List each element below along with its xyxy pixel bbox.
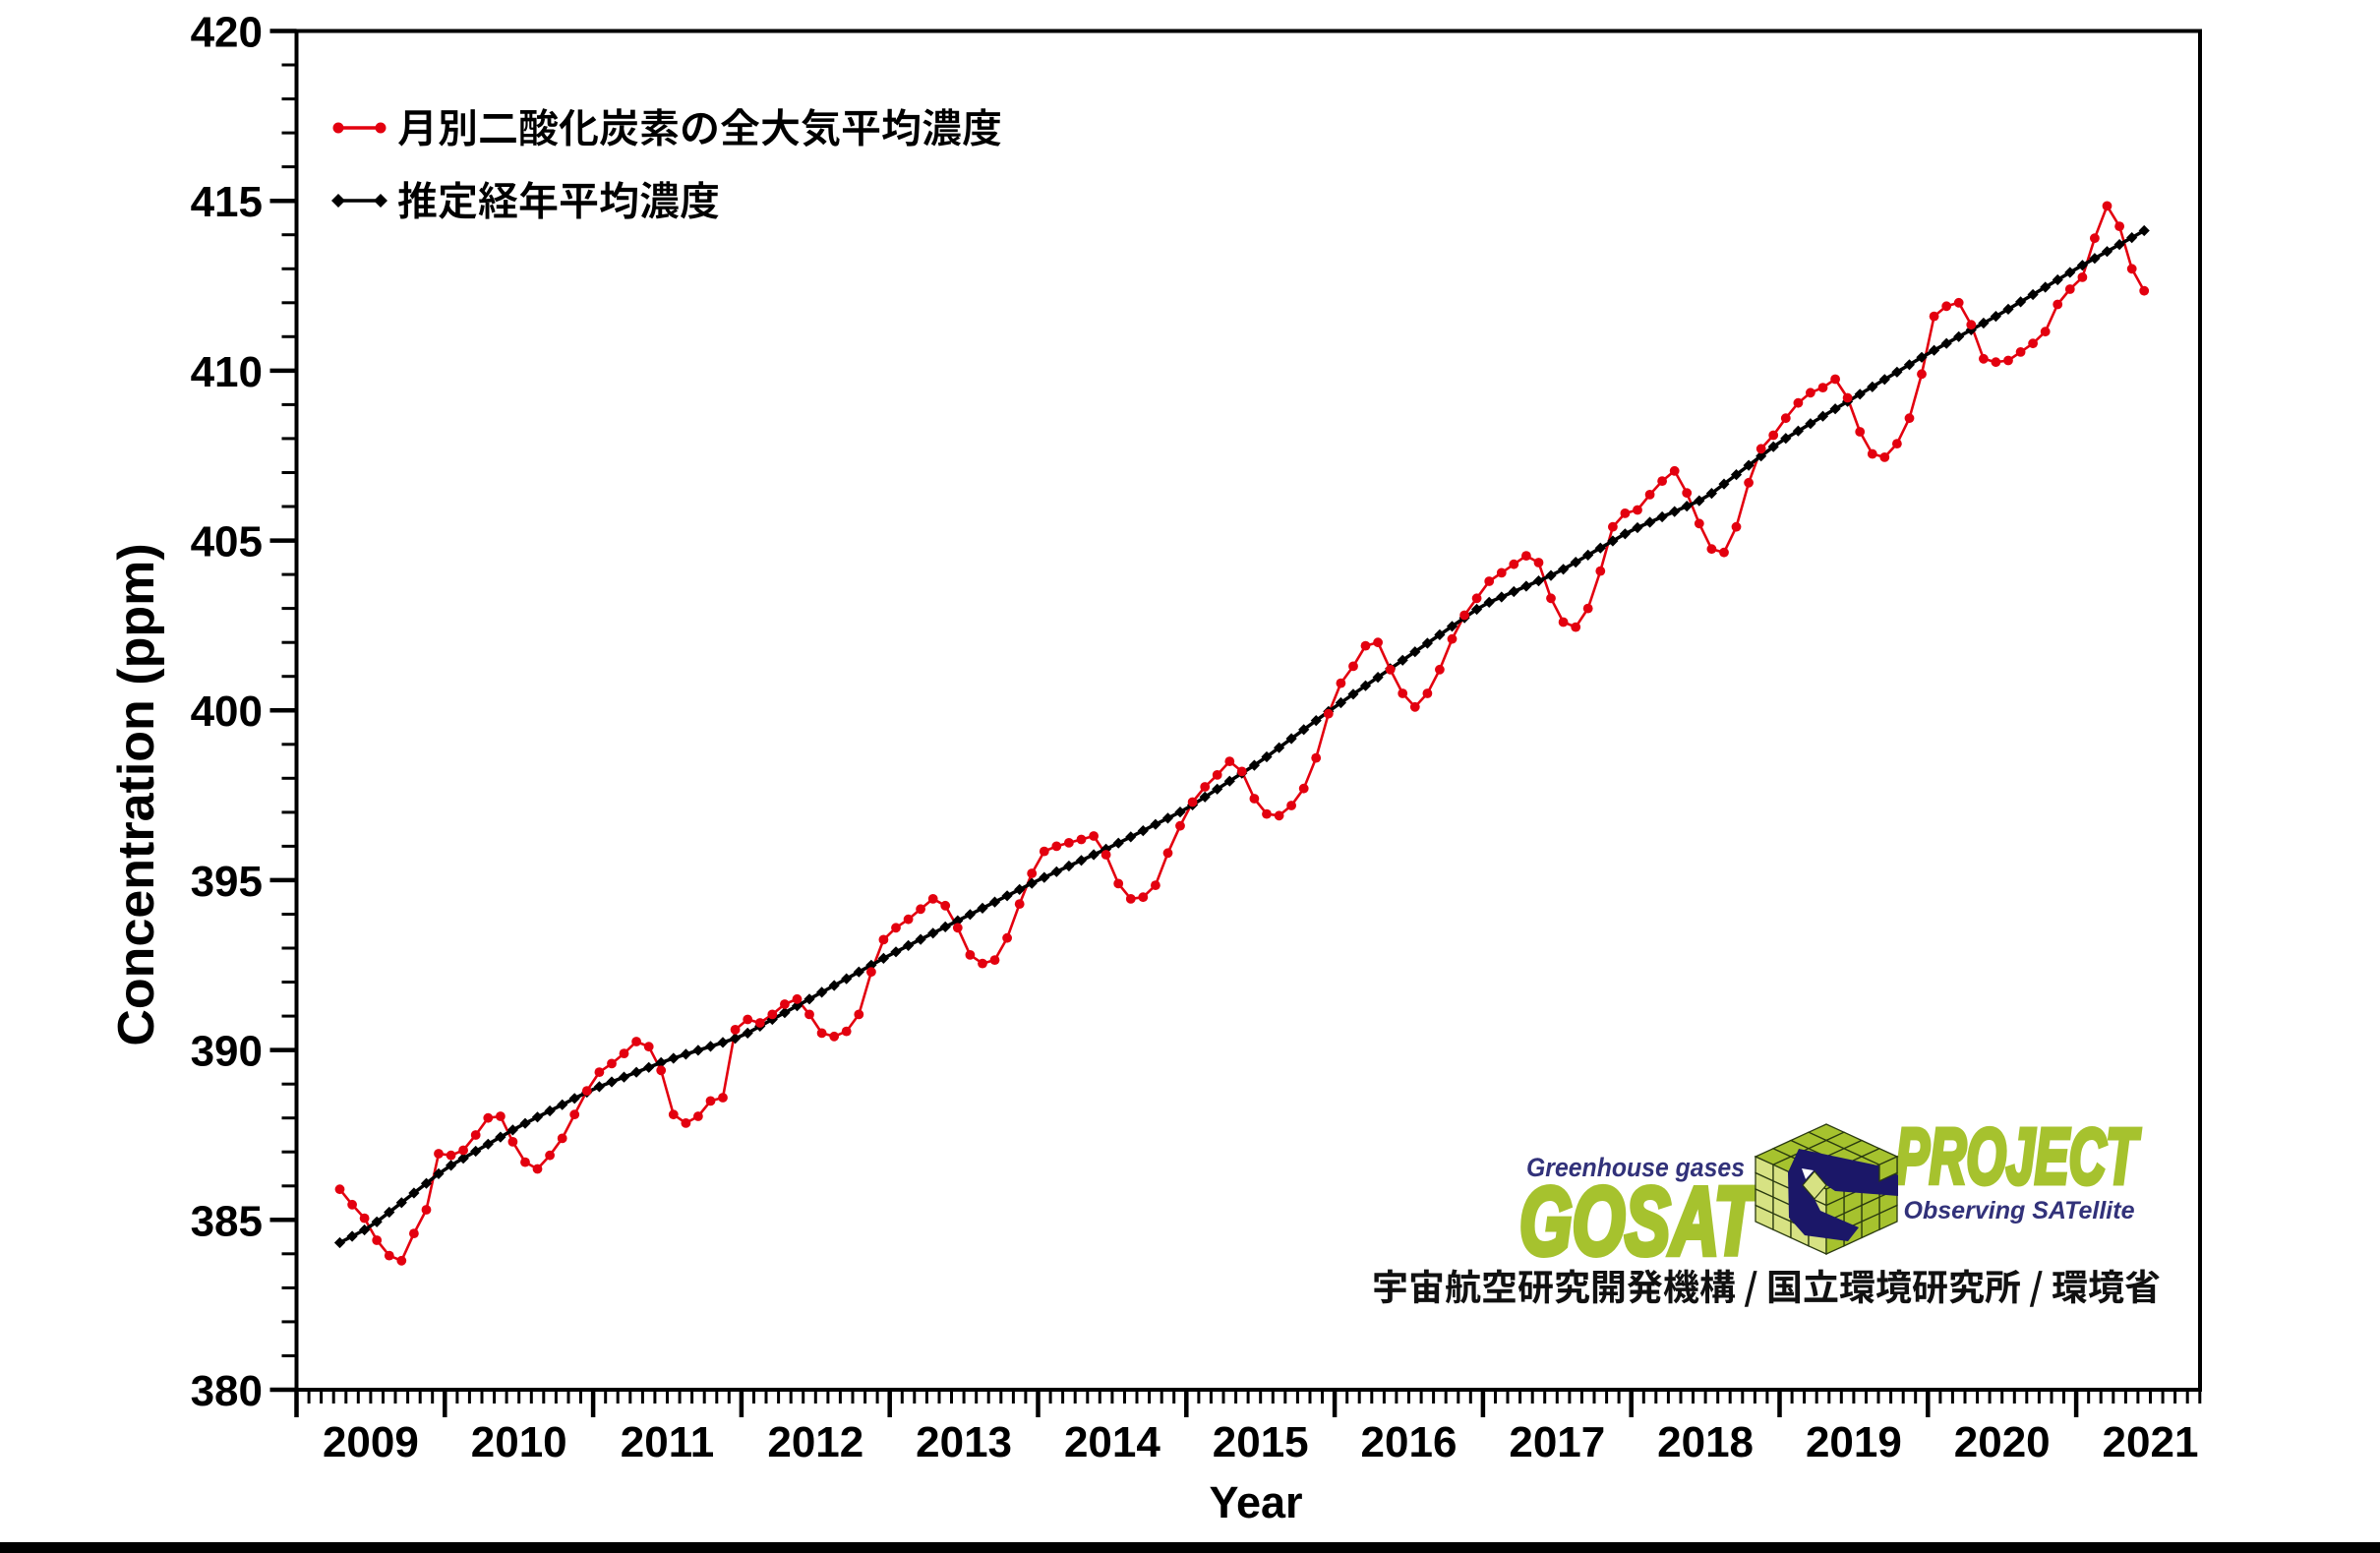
svg-text:415: 415 bbox=[191, 178, 263, 226]
svg-text:2021: 2021 bbox=[2103, 1418, 2199, 1466]
svg-text:2019: 2019 bbox=[1806, 1418, 1902, 1466]
svg-text:395: 395 bbox=[191, 858, 263, 906]
svg-text:2010: 2010 bbox=[471, 1418, 567, 1466]
svg-text:Concentration (ppm): Concentration (ppm) bbox=[108, 543, 165, 1045]
svg-text:2014: 2014 bbox=[1064, 1418, 1160, 1466]
svg-text:410: 410 bbox=[191, 348, 263, 396]
svg-text:Greenhouse gases: Greenhouse gases bbox=[1526, 1153, 1745, 1182]
svg-text:PROJECT: PROJECT bbox=[1895, 1112, 2141, 1200]
svg-text:400: 400 bbox=[191, 687, 263, 736]
svg-text:420: 420 bbox=[191, 9, 263, 57]
svg-text:Observing SATellite: Observing SATellite bbox=[1904, 1197, 2135, 1224]
svg-text:2018: 2018 bbox=[1657, 1418, 1754, 1466]
svg-text:2012: 2012 bbox=[767, 1418, 863, 1466]
svg-text:380: 380 bbox=[191, 1367, 263, 1415]
svg-text:GOSAT: GOSAT bbox=[1519, 1167, 1761, 1275]
svg-text:405: 405 bbox=[191, 518, 263, 567]
svg-text:2009: 2009 bbox=[323, 1418, 419, 1466]
svg-text:2011: 2011 bbox=[621, 1418, 714, 1466]
svg-text:2016: 2016 bbox=[1361, 1418, 1458, 1466]
svg-text:2020: 2020 bbox=[1954, 1418, 2051, 1466]
svg-text:Year: Year bbox=[1209, 1477, 1302, 1527]
svg-text:385: 385 bbox=[191, 1197, 263, 1245]
svg-text:2015: 2015 bbox=[1213, 1418, 1309, 1466]
svg-text:390: 390 bbox=[191, 1028, 263, 1076]
svg-text:2013: 2013 bbox=[916, 1418, 1012, 1466]
svg-text:2017: 2017 bbox=[1509, 1418, 1605, 1466]
